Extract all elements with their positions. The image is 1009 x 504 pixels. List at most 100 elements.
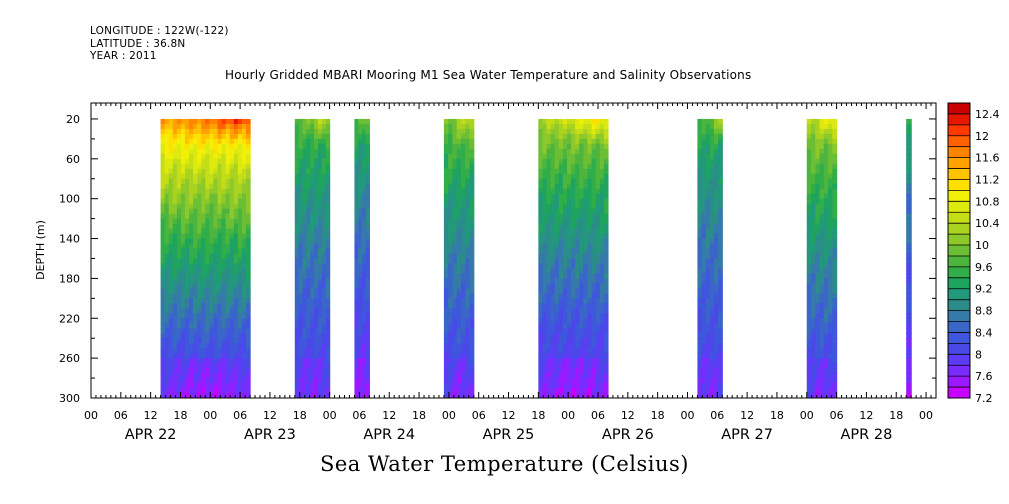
temperature-cell <box>361 243 367 250</box>
x-hour-tick-label: 12 <box>502 409 516 422</box>
temperature-cell <box>806 293 812 299</box>
temperature-cell <box>587 308 593 314</box>
temperature-cell <box>456 243 462 250</box>
temperature-cell <box>823 118 829 125</box>
temperature-cell <box>583 348 589 354</box>
temperature-cell <box>225 218 231 225</box>
x-hour-tick-label: 06 <box>472 409 486 422</box>
temperature-cell <box>172 263 178 270</box>
temperature-cell <box>229 193 235 200</box>
temperature-cell <box>819 268 825 275</box>
temperature-cell <box>823 208 829 215</box>
temperature-cell <box>591 198 597 205</box>
temperature-cell <box>314 248 319 255</box>
temperature-cell <box>823 193 829 200</box>
temperature-cell <box>314 253 319 260</box>
temperature-cell <box>546 313 552 319</box>
temperature-cell <box>575 228 580 235</box>
temperature-cell <box>197 283 202 289</box>
temperature-cell <box>815 153 821 160</box>
temperature-cell <box>550 193 556 200</box>
temperature-cell <box>469 288 475 294</box>
temperature-cell <box>823 153 829 160</box>
temperature-cell <box>237 133 243 140</box>
temperature-cell <box>806 133 812 140</box>
temperature-cell <box>197 208 202 215</box>
temperature-cell <box>321 278 327 284</box>
temperature-cell <box>197 273 202 279</box>
temperature-cell <box>205 308 210 314</box>
temperature-cell <box>456 168 462 175</box>
temperature-cell <box>819 303 825 309</box>
temperature-cell <box>811 293 816 299</box>
temperature-cell <box>448 203 454 210</box>
temperature-cell <box>180 343 186 349</box>
temperature-cell <box>583 248 589 255</box>
temperature-cell <box>213 343 219 349</box>
temperature-cell <box>583 373 589 379</box>
temperature-cell <box>713 303 719 309</box>
x-date-label: APR 24 <box>363 427 415 443</box>
temperature-cell <box>245 248 251 255</box>
temperature-cell <box>302 158 307 165</box>
temperature-cell <box>583 193 589 200</box>
temperature-cell <box>321 388 327 394</box>
temperature-cell <box>456 388 462 394</box>
temperature-cell <box>221 223 227 230</box>
temperature-cell <box>823 268 829 275</box>
temperature-cell <box>325 203 331 210</box>
temperature-cell <box>538 283 544 289</box>
temperature-cell <box>354 353 359 359</box>
temperature-cell <box>575 293 580 299</box>
temperature-cell <box>205 248 210 255</box>
temperature-cell <box>245 133 251 140</box>
temperature-cell <box>184 278 190 284</box>
temperature-cell <box>298 218 304 225</box>
temperature-cell <box>595 318 601 324</box>
temperature-cell <box>448 178 454 185</box>
temperature-cell <box>550 323 556 329</box>
temperature-cell <box>819 243 825 250</box>
temperature-cell <box>697 358 703 364</box>
temperature-cell <box>579 208 584 215</box>
temperature-cell <box>906 123 912 130</box>
temperature-cell <box>172 293 178 299</box>
temperature-cell <box>558 218 564 225</box>
temperature-cell <box>205 313 210 319</box>
temperature-cell <box>823 283 829 289</box>
temperature-cell <box>189 128 194 135</box>
temperature-cell <box>452 373 458 379</box>
temperature-cell <box>460 298 466 304</box>
temperature-cell <box>583 353 589 359</box>
temperature-cell <box>213 168 219 175</box>
temperature-cell <box>361 373 367 379</box>
temperature-cell <box>209 268 215 275</box>
temperature-cell <box>189 298 194 304</box>
temperature-cell <box>205 293 210 299</box>
temperature-cell <box>160 203 166 210</box>
temperature-cell <box>325 338 331 344</box>
temperature-cell <box>189 313 194 319</box>
temperature-cell <box>180 133 186 140</box>
temperature-cell <box>237 383 243 389</box>
temperature-cell <box>591 268 597 275</box>
temperature-cell <box>460 268 466 275</box>
temperature-cell <box>819 223 825 230</box>
temperature-cell <box>936 258 942 264</box>
temperature-cell <box>546 288 552 294</box>
temperature-cell <box>469 268 475 275</box>
temperature-cell <box>595 313 601 319</box>
temperature-cell <box>354 148 359 155</box>
temperature-cell <box>815 183 821 190</box>
temperature-cell <box>365 263 370 270</box>
temperature-cell <box>241 323 247 329</box>
temperature-cell <box>168 353 174 359</box>
temperature-cell <box>172 228 178 235</box>
temperature-cell <box>823 298 829 304</box>
temperature-cell <box>237 318 243 324</box>
temperature-cell <box>160 348 166 354</box>
temperature-cell <box>193 213 198 220</box>
temperature-cell <box>591 343 597 349</box>
temperature-cell <box>302 153 307 160</box>
temperature-cell <box>562 338 568 344</box>
